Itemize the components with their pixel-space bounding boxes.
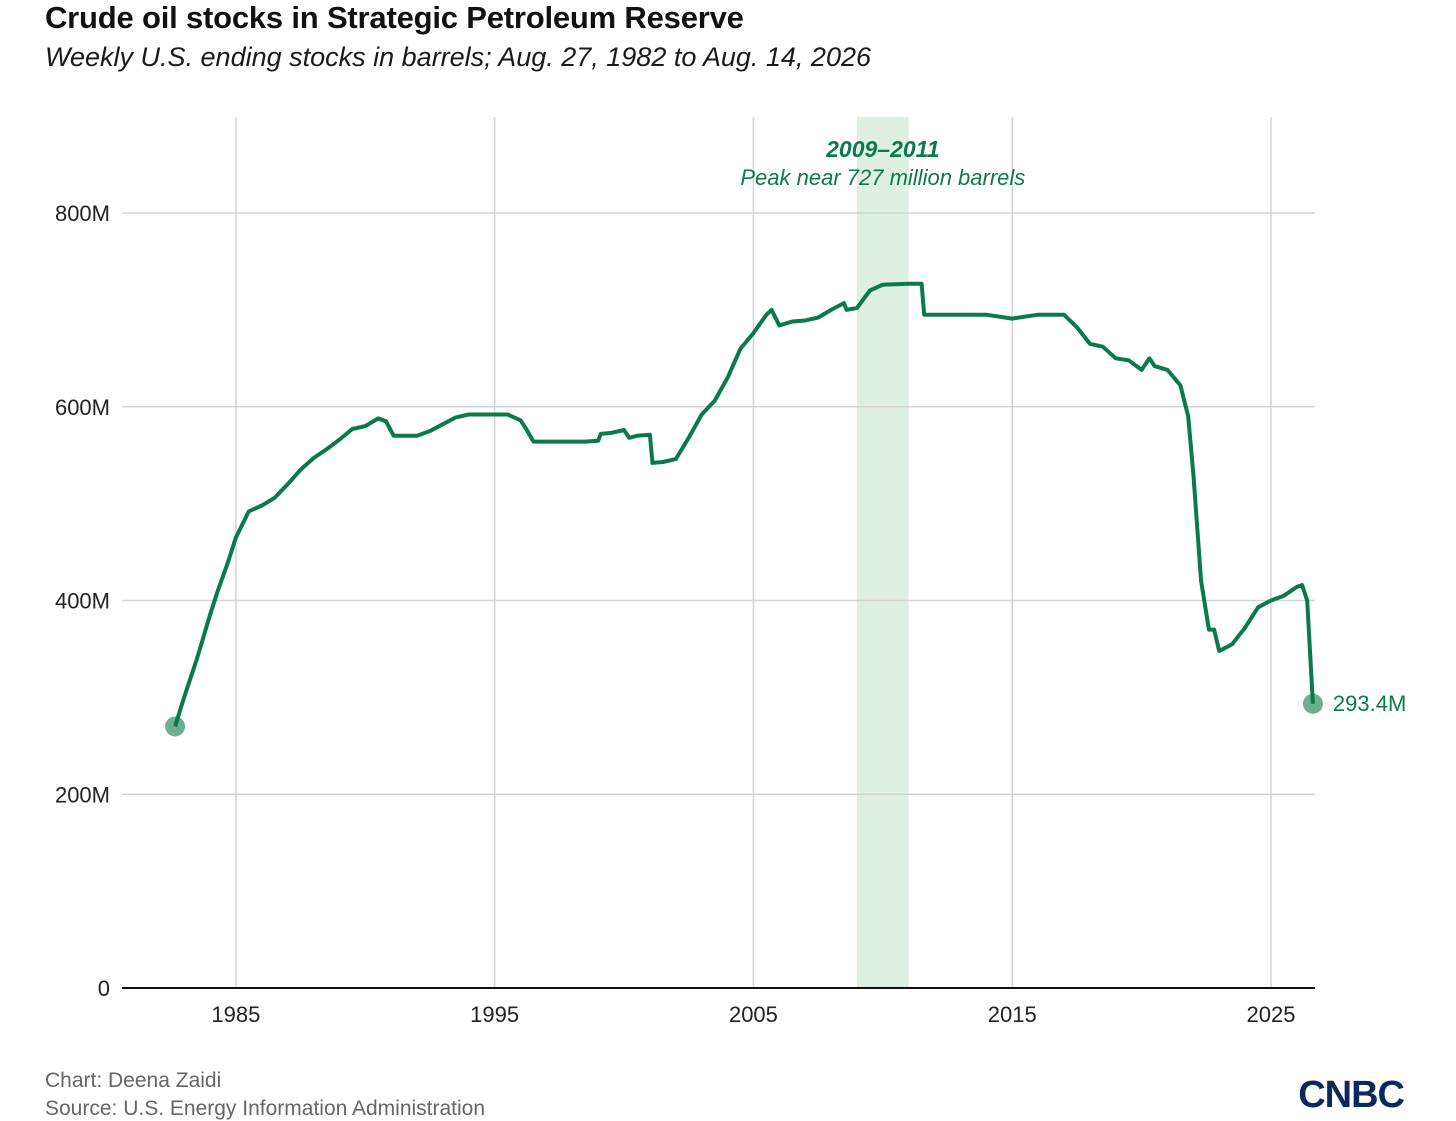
x-tick-label: 2005: [729, 1002, 778, 1027]
axis-layer: 0 200M 400M 600M 800M 1985 1995 2005 2015 2025: [55, 201, 1315, 1027]
x-tick-label: 2015: [988, 1002, 1037, 1027]
series-layer: [165, 281, 1323, 737]
end-point: [1302, 693, 1323, 714]
cnbc-logo: CNBC: [1298, 1074, 1405, 1116]
y-tick-label: 600M: [55, 395, 110, 420]
annotation-layer: 2009–2011 Peak near 727 million barrels: [740, 136, 1025, 190]
chart-title: Crude oil stocks in Strategic Petroleum …: [45, 0, 744, 35]
x-tick-label: 1985: [211, 1002, 260, 1027]
y-tick-label: 200M: [55, 782, 110, 807]
chart-subtitle: Weekly U.S. ending stocks in barrels; Au…: [45, 42, 871, 72]
grid-layer: [122, 117, 1315, 988]
start-point: [165, 716, 186, 737]
highlight-note: Peak near 727 million barrels: [740, 165, 1025, 190]
y-tick-label: 400M: [55, 589, 110, 614]
x-tick-label: 1995: [470, 1002, 519, 1027]
highlight-label: 2009–2011: [825, 136, 939, 162]
series-line: [173, 281, 1315, 727]
y-tick-label: 800M: [55, 201, 110, 226]
chart-source: Source: U.S. Energy Information Administ…: [45, 1097, 486, 1120]
highlight-band: [856, 117, 909, 988]
end-value-label: 293.4M: [1333, 691, 1406, 716]
y-tick-label: 0: [98, 976, 110, 1001]
x-tick-label: 2025: [1247, 1002, 1296, 1027]
highlight-layer: [856, 117, 909, 988]
chart-credit: Chart: Deena Zaidi: [45, 1069, 222, 1092]
